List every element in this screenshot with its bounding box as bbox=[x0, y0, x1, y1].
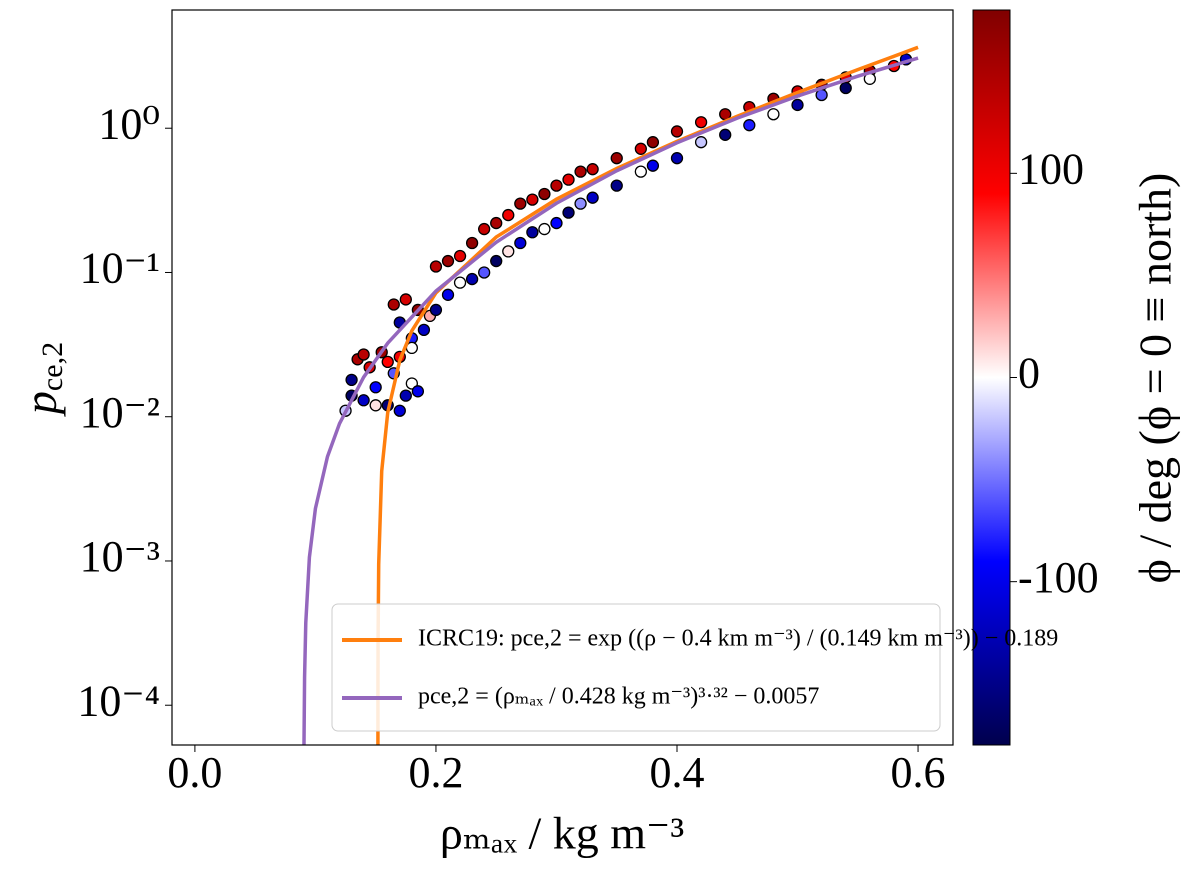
point bbox=[767, 108, 780, 121]
y-tick-label: 10⁻¹ bbox=[80, 244, 160, 293]
legend-label: pce,2 = (ρₘₐₓ / 0.428 kg m⁻³)³·³² − 0.00… bbox=[418, 684, 819, 710]
point bbox=[562, 206, 575, 219]
point bbox=[610, 179, 623, 192]
point bbox=[719, 128, 732, 141]
point bbox=[586, 163, 599, 176]
x-tick-label: 0.0 bbox=[167, 748, 222, 797]
point bbox=[393, 404, 406, 417]
curves bbox=[302, 45, 919, 745]
point bbox=[574, 197, 587, 210]
point bbox=[634, 142, 647, 155]
legend-box bbox=[331, 603, 941, 732]
colorbar-label: ϕ / deg (ϕ = 0 ≡ north) bbox=[1130, 173, 1181, 584]
point bbox=[562, 173, 575, 186]
y-tick-label: 10⁻² bbox=[80, 388, 160, 437]
point bbox=[490, 254, 503, 268]
point bbox=[465, 236, 479, 250]
legend-label: ICRC19: pce,2 = exp ((ρ − 0.4 km m⁻³) / … bbox=[418, 626, 1058, 652]
point bbox=[369, 399, 382, 412]
point bbox=[357, 348, 370, 361]
point bbox=[550, 216, 563, 230]
y-tick-label: 10⁻³ bbox=[80, 532, 160, 581]
point bbox=[453, 249, 467, 263]
point bbox=[411, 385, 425, 398]
point bbox=[610, 152, 623, 165]
x-tick-label: 0.6 bbox=[891, 748, 946, 797]
colorbar-tick-label: 100 bbox=[1018, 144, 1084, 193]
x-tick-label: 0.4 bbox=[649, 748, 704, 797]
y-tick-label: 10⁻⁴ bbox=[77, 676, 160, 725]
y-tick-label: 10⁰ bbox=[98, 99, 160, 148]
point bbox=[550, 179, 563, 192]
point bbox=[453, 276, 467, 289]
point bbox=[538, 222, 551, 236]
point bbox=[514, 236, 527, 250]
plot-frame bbox=[171, 9, 954, 746]
x-axis-label: ρₘₐₓ / kg m⁻³ bbox=[440, 808, 684, 859]
point bbox=[399, 389, 412, 402]
point bbox=[478, 266, 491, 279]
point bbox=[429, 260, 443, 273]
point bbox=[839, 81, 852, 95]
point bbox=[646, 159, 660, 172]
colorbar-tick-label: -100 bbox=[1018, 553, 1099, 602]
point bbox=[526, 193, 539, 206]
point bbox=[526, 226, 539, 239]
point bbox=[399, 293, 412, 306]
point bbox=[502, 208, 515, 222]
point bbox=[694, 136, 708, 149]
point bbox=[646, 136, 660, 149]
point bbox=[670, 125, 684, 138]
point bbox=[538, 187, 551, 201]
point bbox=[634, 165, 647, 178]
point bbox=[369, 381, 382, 394]
x-tick-label: 0.2 bbox=[408, 748, 463, 797]
point bbox=[514, 197, 527, 210]
point bbox=[586, 191, 599, 204]
colorbar-tick-label: 0 bbox=[1018, 349, 1040, 398]
point bbox=[502, 245, 515, 258]
point bbox=[441, 288, 455, 301]
point bbox=[429, 303, 443, 317]
point bbox=[670, 152, 684, 165]
point bbox=[791, 98, 804, 112]
point bbox=[381, 355, 394, 369]
y-axis-label: pce,2 bbox=[15, 342, 69, 417]
point bbox=[387, 298, 400, 311]
point bbox=[743, 119, 756, 132]
point bbox=[574, 165, 587, 178]
point bbox=[417, 323, 431, 337]
point bbox=[441, 254, 455, 268]
point bbox=[694, 116, 708, 129]
point bbox=[478, 222, 491, 236]
point bbox=[345, 373, 358, 387]
fit-curve bbox=[302, 56, 919, 745]
point bbox=[465, 272, 479, 286]
point bbox=[490, 216, 503, 230]
point bbox=[357, 394, 370, 407]
